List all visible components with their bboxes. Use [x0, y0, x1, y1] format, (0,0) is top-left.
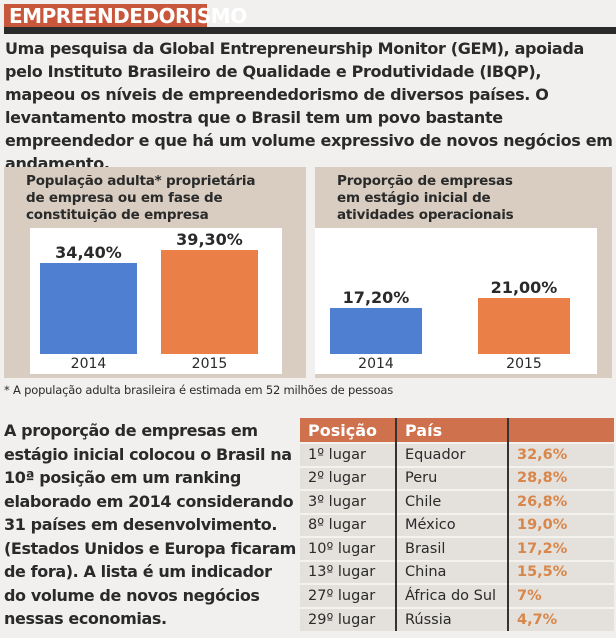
data-label: 39,30%	[176, 229, 243, 249]
intro-paragraph: Uma pesquisa da Global Entrepreneurship …	[5, 39, 613, 173]
table-row: 2º lugar Peru 28,8%	[300, 465, 614, 490]
country-cell: Chile	[395, 489, 508, 514]
bar-2014	[330, 308, 422, 354]
country-cell: México	[395, 512, 508, 537]
position-cell: 27º lugar	[300, 583, 396, 608]
table-row: 3º lugar Chile 26,8%	[300, 489, 614, 514]
table-row: 8º lugar México 19,0%	[300, 512, 614, 537]
bar-2015	[478, 298, 570, 354]
table-row: 1º lugar Equador 32,6%	[300, 442, 614, 467]
value-cell: 15,5%	[507, 559, 614, 584]
column-header: País	[395, 418, 508, 443]
plot-area: 17,20% 2014 21,00% 2015	[315, 228, 597, 374]
value-cell: 32,6%	[507, 442, 614, 467]
title-rule	[4, 27, 616, 34]
country-cell: Brasil	[395, 536, 508, 561]
country-cell: África do Sul	[395, 583, 508, 608]
ranking-table: Posição País 1º lugar Equador 32,6% 2º lugar…	[300, 418, 614, 631]
data-label: 21,00%	[490, 278, 558, 298]
column-header	[507, 418, 614, 443]
country-cell: Equador	[395, 442, 508, 467]
country-cell: China	[395, 559, 508, 584]
value-cell: 19,0%	[507, 512, 614, 537]
column-header: Posição	[300, 418, 396, 443]
year-label: 2015	[506, 356, 542, 372]
chart-title: Proporção de empresas em estágio inicial…	[337, 173, 514, 223]
chart-panel-adult-population: População adulta* proprietária de empres…	[4, 167, 306, 378]
year-label: 2014	[70, 356, 107, 372]
country-cell: Peru	[395, 465, 508, 490]
value-cell: 28,8%	[507, 465, 614, 490]
ranking-paragraph: A proporção de empresas em estágio inici…	[4, 421, 296, 628]
position-cell: 29º lugar	[300, 606, 396, 631]
table-row: 27º lugar África do Sul 7%	[300, 583, 614, 608]
position-cell: 13º lugar	[300, 559, 396, 584]
value-cell: 17,2%	[507, 536, 614, 561]
table-row: 13º lugar China 15,5%	[300, 559, 614, 584]
data-label: 17,20%	[342, 288, 410, 308]
bar-2014	[40, 262, 137, 354]
value-cell: 26,8%	[507, 489, 614, 514]
section-title: EMPREENDEDORISMO	[4, 4, 247, 28]
country-cell: Rússia	[395, 606, 508, 631]
data-label: 34,40%	[55, 242, 122, 262]
position-cell: 2º lugar	[300, 465, 396, 490]
chart-title: População adulta* proprietária de empres…	[26, 173, 256, 223]
bar-2015	[161, 249, 258, 354]
position-cell: 10º lugar	[300, 536, 396, 561]
position-cell: 8º lugar	[300, 512, 396, 537]
table-row: 10º lugar Brasil 17,2%	[300, 536, 614, 561]
position-cell: 3º lugar	[300, 489, 396, 514]
position-cell: 1º lugar	[300, 442, 396, 467]
table-row: 29º lugar Rússia 4,7%	[300, 606, 614, 631]
footnote: * A população adulta brasileira é estima…	[4, 383, 394, 397]
value-cell: 7%	[507, 583, 614, 608]
year-label: 2015	[191, 356, 228, 372]
year-label: 2014	[358, 356, 394, 372]
value-cell: 4,7%	[507, 606, 614, 631]
plot-area: 34,40% 2014 39,30% 2015	[30, 228, 282, 374]
chart-panel-early-stage: Proporção de empresas em estágio inicial…	[315, 167, 612, 378]
